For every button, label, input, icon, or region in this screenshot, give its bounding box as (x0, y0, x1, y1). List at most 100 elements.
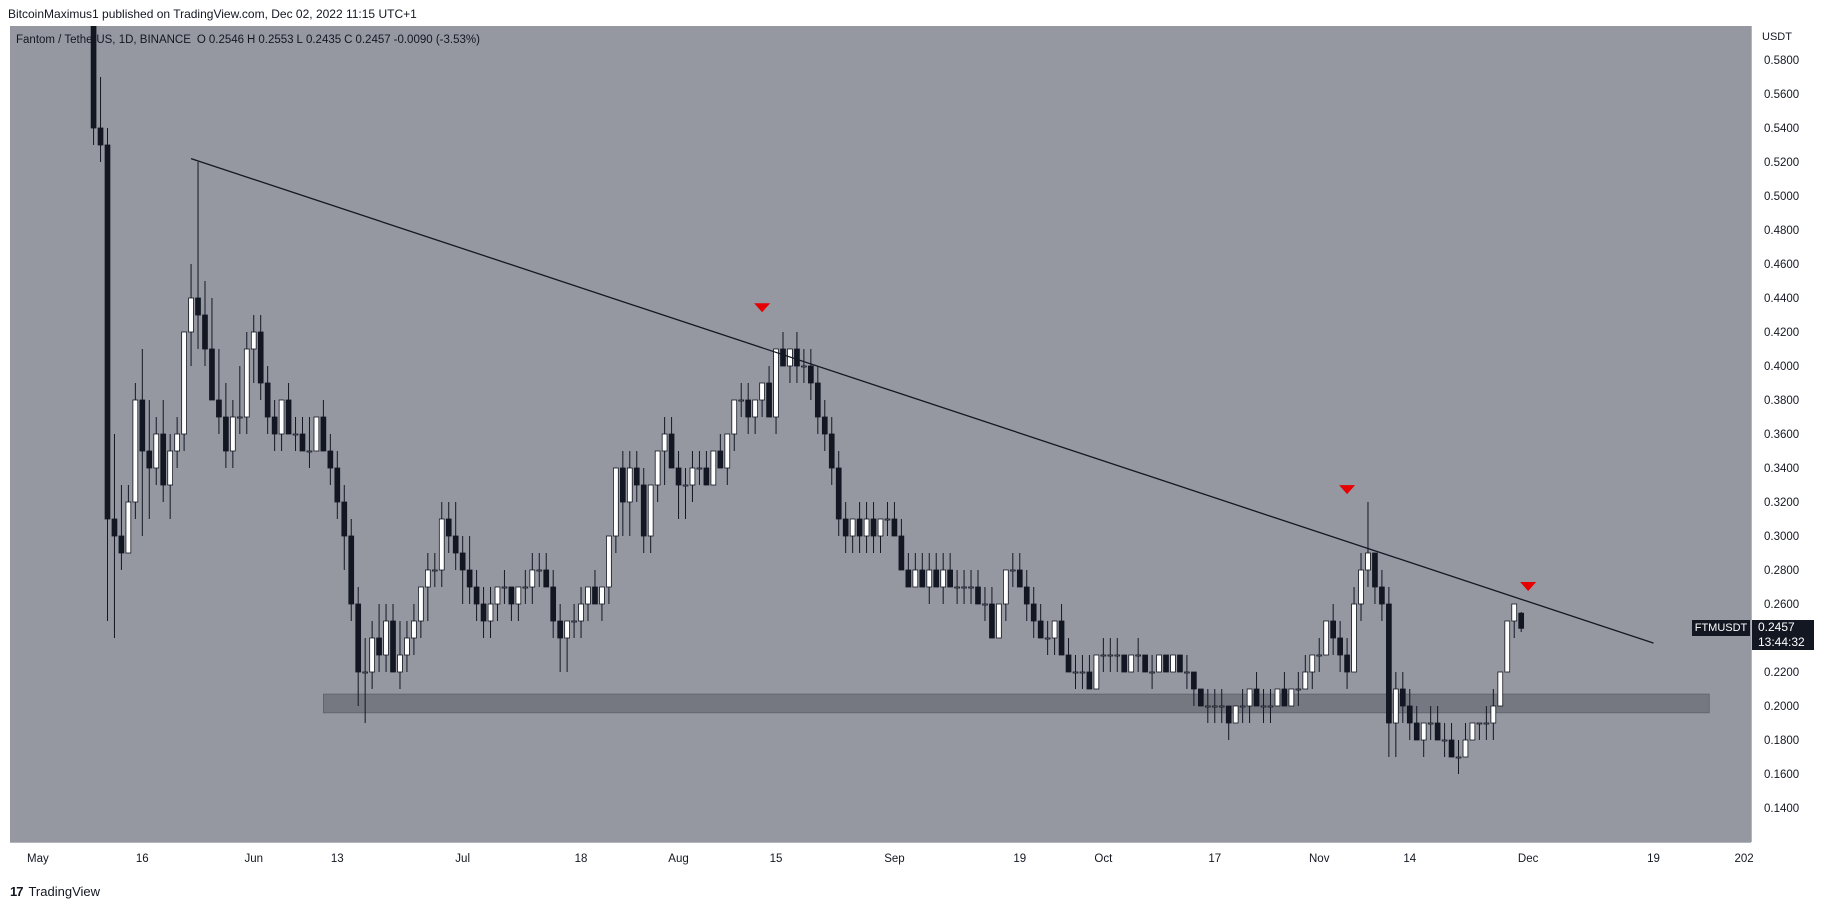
candle-body[interactable] (877, 518, 884, 537)
candle-body[interactable] (919, 569, 926, 588)
candle-body[interactable] (1448, 739, 1455, 758)
candle-body[interactable] (1204, 705, 1211, 708)
candle-body[interactable] (585, 586, 591, 605)
candle-body[interactable] (821, 416, 828, 435)
candle-body[interactable] (926, 569, 933, 588)
candle-body[interactable] (954, 586, 960, 589)
candle-body[interactable] (487, 603, 494, 622)
candle-body[interactable] (1483, 722, 1490, 725)
candle-body[interactable] (947, 569, 953, 588)
candle-body[interactable] (1114, 654, 1121, 657)
candle-body[interactable] (334, 467, 341, 503)
candle-body[interactable] (438, 518, 445, 571)
candle-body[interactable] (1392, 688, 1399, 724)
candle-body[interactable] (1497, 671, 1504, 707)
candle-body[interactable] (529, 569, 536, 588)
candle-body[interactable] (1330, 620, 1336, 639)
candle-body[interactable] (1309, 654, 1316, 673)
candle-body[interactable] (1156, 654, 1162, 673)
legend-symbol[interactable]: Fantom / TetherUS, 1D, BINANCE (16, 34, 191, 46)
candle-body[interactable] (271, 416, 278, 435)
candle-body[interactable] (863, 518, 870, 537)
candle-body[interactable] (619, 467, 626, 503)
candle-body[interactable] (1072, 671, 1079, 674)
candle-body[interactable] (794, 348, 800, 367)
candle-body[interactable] (1316, 654, 1323, 657)
candle-body[interactable] (968, 586, 974, 589)
candle-body[interactable] (738, 399, 745, 402)
candle-body[interactable] (752, 399, 758, 418)
candle-body[interactable] (912, 569, 919, 588)
candle-body[interactable] (445, 518, 452, 537)
candle-body[interactable] (1009, 569, 1016, 572)
candle-body[interactable] (243, 348, 250, 418)
candle-body[interactable] (236, 416, 243, 419)
candle-body[interactable] (111, 518, 118, 537)
candle-body[interactable] (668, 433, 675, 469)
candle-body[interactable] (557, 620, 563, 639)
candle-body[interactable] (153, 433, 160, 469)
candle-body[interactable] (1121, 654, 1128, 673)
candle-body[interactable] (1086, 671, 1093, 690)
candle-body[interactable] (209, 348, 215, 401)
candle-body[interactable] (355, 603, 362, 673)
candle-body[interactable] (1177, 654, 1183, 673)
candle-body[interactable] (1044, 637, 1051, 640)
candle-body[interactable] (146, 450, 153, 469)
candle-body[interactable] (703, 467, 710, 486)
candle-body[interactable] (362, 671, 369, 674)
candle-body[interactable] (376, 637, 382, 656)
candle-body[interactable] (292, 433, 299, 436)
candle-body[interactable] (808, 365, 814, 384)
candle-body[interactable] (801, 365, 807, 368)
candle-body[interactable] (1281, 688, 1288, 707)
candle-body[interactable] (898, 535, 905, 571)
candle-body[interactable] (571, 620, 577, 623)
candle-body[interactable] (188, 297, 194, 333)
candle-body[interactable] (1100, 654, 1107, 657)
candle-body[interactable] (264, 382, 271, 418)
candle-body[interactable] (1253, 688, 1260, 707)
candle-body[interactable] (606, 535, 612, 588)
candle-body[interactable] (1406, 705, 1413, 724)
candle-body[interactable] (1260, 705, 1267, 708)
candle-body[interactable] (1358, 569, 1364, 605)
candle-body[interactable] (390, 620, 396, 673)
candle-body[interactable] (675, 467, 682, 486)
candle-body[interactable] (1337, 637, 1343, 656)
candle-body[interactable] (90, 26, 97, 129)
candle-body[interactable] (905, 569, 912, 588)
candle-body[interactable] (1239, 705, 1246, 708)
candle-body[interactable] (1420, 722, 1427, 741)
candle-body[interactable] (1198, 688, 1204, 707)
candle-body[interactable] (933, 569, 940, 588)
candle-body[interactable] (543, 569, 550, 588)
candle-body[interactable] (564, 620, 570, 639)
candle-body[interactable] (341, 501, 348, 537)
candle-body[interactable] (257, 331, 264, 384)
candle-body[interactable] (1191, 671, 1197, 690)
candle-body[interactable] (411, 620, 417, 639)
candle-body[interactable] (717, 450, 724, 469)
candle-body[interactable] (780, 348, 786, 367)
candle-body[interactable] (383, 620, 389, 656)
candle-body[interactable] (250, 331, 257, 350)
candle-body[interactable] (842, 518, 849, 537)
candle-body[interactable] (278, 399, 285, 435)
candle-body[interactable] (773, 348, 779, 418)
candle-body[interactable] (870, 518, 877, 537)
candle-body[interactable] (856, 518, 863, 537)
candle-body[interactable] (1023, 586, 1030, 605)
candle-body[interactable] (550, 586, 557, 622)
candle-body[interactable] (849, 518, 856, 537)
candle-body[interactable] (640, 484, 647, 537)
candle-body[interactable] (230, 416, 236, 452)
candle-body[interactable] (1462, 739, 1469, 758)
candle-body[interactable] (1379, 586, 1385, 605)
candle-body[interactable] (940, 569, 947, 588)
candle-body[interactable] (1441, 739, 1448, 742)
candle-body[interactable] (654, 450, 661, 486)
candle-body[interactable] (1030, 603, 1037, 622)
candle-body[interactable] (1302, 671, 1309, 690)
candle-body[interactable] (195, 297, 201, 316)
